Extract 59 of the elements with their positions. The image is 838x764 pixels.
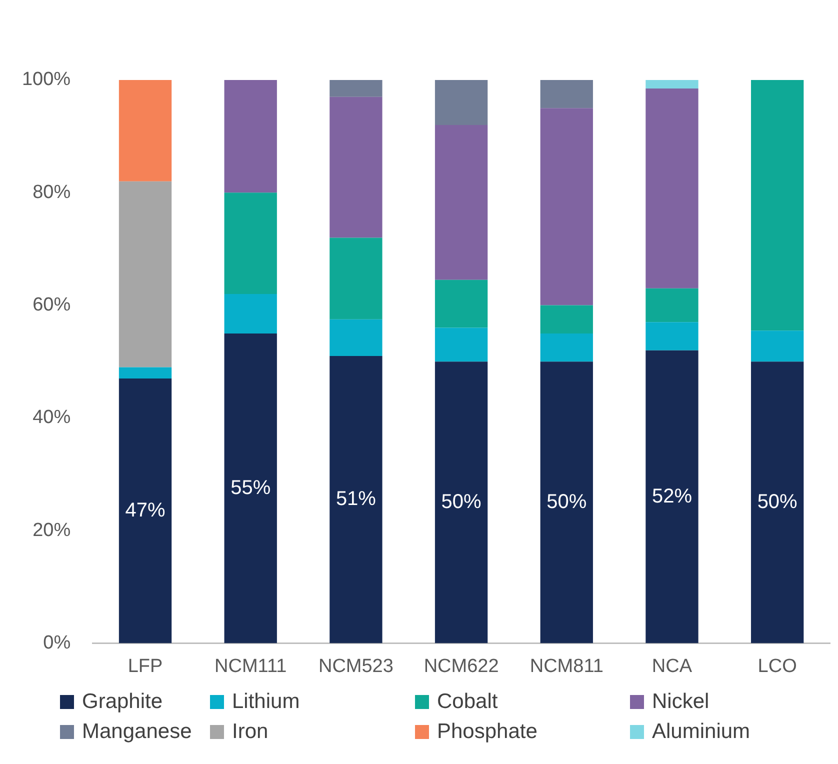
bar: [330, 96, 382, 238]
bar: [434, 328, 488, 362]
bar: [118, 80, 172, 182]
x-tick-label: NCM523: [318, 656, 394, 677]
bar: [750, 330, 804, 362]
bar: [646, 80, 698, 88]
data-label: 52%: [652, 485, 692, 508]
x-tick-label: LFP: [128, 656, 163, 677]
bar: [750, 362, 804, 644]
bar: [434, 362, 488, 644]
bar: [330, 80, 382, 97]
legend-label: Lithium: [232, 690, 300, 714]
legend-label: Graphite: [82, 690, 163, 714]
bar: [540, 362, 593, 644]
data-label: 55%: [230, 476, 271, 499]
legend-label: Manganese: [82, 720, 192, 744]
x-tick-label: NCM811: [530, 656, 604, 677]
legend-label: Nickel: [652, 690, 710, 714]
bar: [224, 80, 277, 193]
legend-label: Phosphate: [437, 720, 538, 744]
bar: [434, 125, 488, 280]
y-tick-label: 20%: [32, 520, 71, 541]
bar: [646, 88, 698, 288]
y-tick-label: 100%: [22, 69, 71, 90]
legend-label: Cobalt: [437, 690, 498, 714]
bar: [750, 80, 804, 331]
y-tick-label: 60%: [32, 294, 71, 316]
bar: [224, 333, 277, 644]
bar: [434, 280, 488, 328]
bar: [118, 181, 172, 368]
y-tick-label: 0%: [43, 632, 71, 654]
bar: [224, 192, 277, 294]
y-tick-label: 40%: [32, 407, 71, 428]
data-label: 47%: [125, 499, 166, 522]
x-tick-label: NCM111: [214, 656, 287, 677]
x-tick-label: NCM622: [424, 656, 499, 677]
bar: [224, 294, 277, 334]
bar: [646, 322, 698, 350]
y-tick-label: 80%: [32, 182, 71, 203]
bar: [330, 319, 382, 356]
bar: [646, 350, 698, 644]
bar: [330, 238, 382, 320]
bar: [646, 288, 698, 322]
data-label: 50%: [546, 490, 587, 513]
bar: [540, 80, 593, 108]
bar: [540, 108, 593, 306]
bar: [540, 305, 593, 334]
bar: [540, 333, 593, 362]
x-tick-label: LCO: [758, 656, 797, 677]
data-label: 50%: [757, 490, 798, 513]
bar: [118, 378, 172, 644]
bar: [434, 80, 488, 126]
bar: [330, 356, 382, 644]
x-tick-label: NCA: [652, 656, 692, 677]
legend-label: Aluminium: [652, 720, 750, 744]
legend-label: Iron: [232, 720, 268, 744]
bar: [118, 367, 172, 378]
data-label: 51%: [336, 488, 376, 510]
data-label: 50%: [441, 490, 482, 513]
